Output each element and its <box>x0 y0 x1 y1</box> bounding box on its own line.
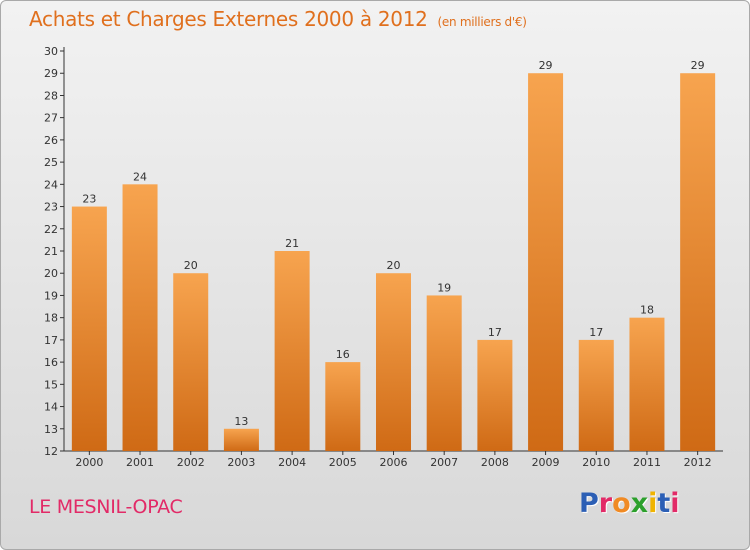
y-tick-label: 17 <box>44 334 58 347</box>
y-tick-label: 13 <box>44 423 58 436</box>
x-tick-label: 2000 <box>75 456 103 469</box>
y-tick-label: 24 <box>44 178 58 191</box>
bar-value-label: 21 <box>285 237 299 250</box>
chart-title: Achats et Charges Externes 2000 à 2012 (e… <box>29 7 527 31</box>
logo-letter: x <box>630 488 649 519</box>
chart-title-text: Achats et Charges Externes 2000 à 2012 <box>29 7 428 31</box>
bar <box>71 206 107 451</box>
place-name: LE MESNIL-OPAC <box>29 496 183 518</box>
y-tick-label: 16 <box>44 356 58 369</box>
x-tick-label: 2001 <box>126 456 154 469</box>
y-tick-label: 29 <box>44 67 58 80</box>
y-tick-label: 19 <box>44 289 58 302</box>
y-tick-label: 30 <box>44 45 58 58</box>
proxiti-logo: Proxiti <box>579 488 680 519</box>
bar <box>325 362 361 451</box>
x-tick-label: 2007 <box>430 456 458 469</box>
x-tick-label: 2010 <box>582 456 610 469</box>
y-tick-label: 14 <box>44 401 58 414</box>
x-tick-label: 2003 <box>227 456 255 469</box>
chart-bars <box>71 73 716 452</box>
bar-value-label: 13 <box>234 415 248 428</box>
bar <box>578 339 614 451</box>
y-tick-label: 21 <box>44 245 58 258</box>
logo-letter: r <box>598 488 613 519</box>
y-tick-label: 28 <box>44 89 58 102</box>
bar-value-label: 20 <box>184 259 198 272</box>
x-tick-label: 2008 <box>481 456 509 469</box>
x-tick-label: 2002 <box>177 456 205 469</box>
bar <box>274 251 310 451</box>
bar <box>680 73 716 451</box>
bar <box>629 317 665 451</box>
bar-value-label: 29 <box>539 59 553 72</box>
bar-value-label: 23 <box>82 193 96 206</box>
chart-subtitle: (en milliers d'€) <box>437 15 527 29</box>
bar <box>376 273 411 451</box>
y-tick-label: 22 <box>44 223 58 236</box>
logo-letter: i <box>648 488 658 519</box>
bar <box>122 184 158 452</box>
logo-letter: i <box>670 488 680 519</box>
y-tick-label: 23 <box>44 201 58 214</box>
x-tick-label: 2005 <box>329 456 357 469</box>
logo-letter: o <box>612 488 631 519</box>
bar <box>173 273 209 451</box>
bar-value-label: 18 <box>640 304 654 317</box>
chart-labels: 23 2000 24 2001 20 2002 13 2003 21 2004 16 2005 20 20… <box>75 59 711 469</box>
bar <box>223 428 259 451</box>
bar-value-label: 24 <box>133 170 147 183</box>
logo-letter: t <box>657 488 671 519</box>
bar <box>477 339 513 451</box>
bar-value-label: 29 <box>691 59 705 72</box>
logo-letter: P <box>579 488 599 519</box>
bar-value-label: 16 <box>336 348 350 361</box>
x-tick-label: 2012 <box>684 456 712 469</box>
bar <box>528 73 564 451</box>
x-tick-label: 2009 <box>532 456 560 469</box>
y-tick-label: 18 <box>44 312 58 325</box>
chart-axes: 12 13 14 15 16 17 18 19 20 21 22 23 24 25 26 27 28 29 30 <box>44 45 723 458</box>
y-tick-label: 27 <box>44 112 58 125</box>
bar-value-label: 17 <box>589 326 603 339</box>
y-tick-label: 26 <box>44 134 58 147</box>
x-tick-label: 2004 <box>278 456 306 469</box>
bar-value-label: 17 <box>488 326 502 339</box>
bar <box>426 295 462 451</box>
x-tick-label: 2011 <box>633 456 661 469</box>
x-tick-label: 2006 <box>380 456 408 469</box>
bar-value-label: 20 <box>387 259 401 272</box>
bar-value-label: 19 <box>437 281 451 294</box>
y-tick-label: 12 <box>44 445 58 458</box>
y-tick-label: 15 <box>44 378 58 391</box>
y-tick-label: 20 <box>44 267 58 280</box>
y-tick-label: 25 <box>44 156 58 169</box>
